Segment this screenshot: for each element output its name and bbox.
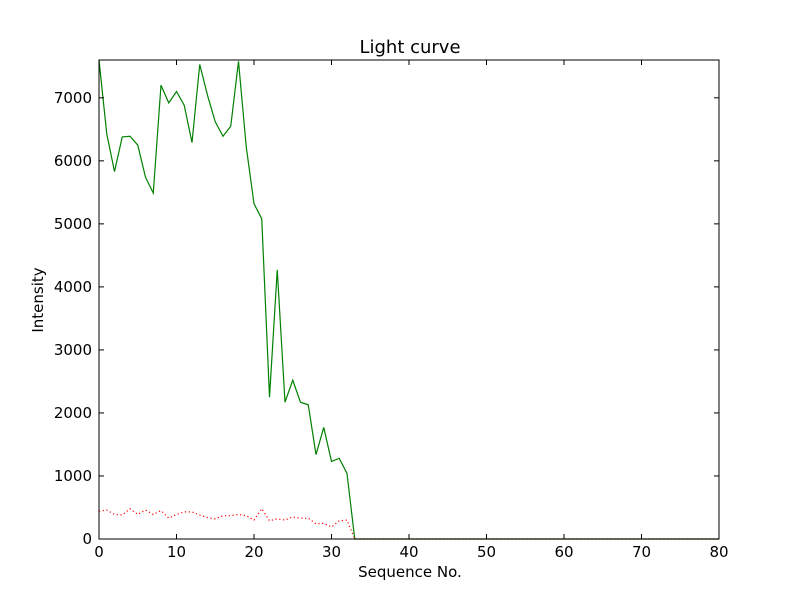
y-tick-label: 4000: [54, 278, 92, 296]
ticks-layer: 0 10 20 30 40 50 60 70 80 0 1000 2000 3000 4000 5000 60…: [54, 60, 729, 561]
x-tick-label: 20: [244, 543, 263, 561]
plot-frame: [98, 59, 720, 540]
x-tick-label: 30: [322, 543, 341, 561]
y-tick-label: 7000: [54, 89, 92, 107]
y-tick-label: 2000: [54, 404, 92, 422]
series-layer: [98, 59, 719, 540]
x-tick-label: 0: [94, 543, 104, 561]
x-tick-label: 40: [399, 543, 418, 561]
y-tick-label: 1000: [54, 467, 92, 485]
series-line-1: [98, 59, 719, 540]
x-tick-label: 70: [632, 543, 651, 561]
x-tick-label: 60: [554, 543, 573, 561]
x-tick-label: 10: [167, 543, 186, 561]
chart-title: Light curve: [359, 37, 460, 58]
x-tick-label: 80: [709, 543, 728, 561]
y-tick-label: 5000: [54, 215, 92, 233]
x-tick-label: 50: [477, 543, 496, 561]
y-tick-label: 3000: [54, 341, 92, 359]
x-axis-label: Sequence No.: [358, 563, 462, 581]
y-tick-label: 6000: [54, 152, 92, 170]
y-tick-label: 0: [82, 530, 92, 548]
y-axis-label: Intensity: [29, 267, 47, 332]
